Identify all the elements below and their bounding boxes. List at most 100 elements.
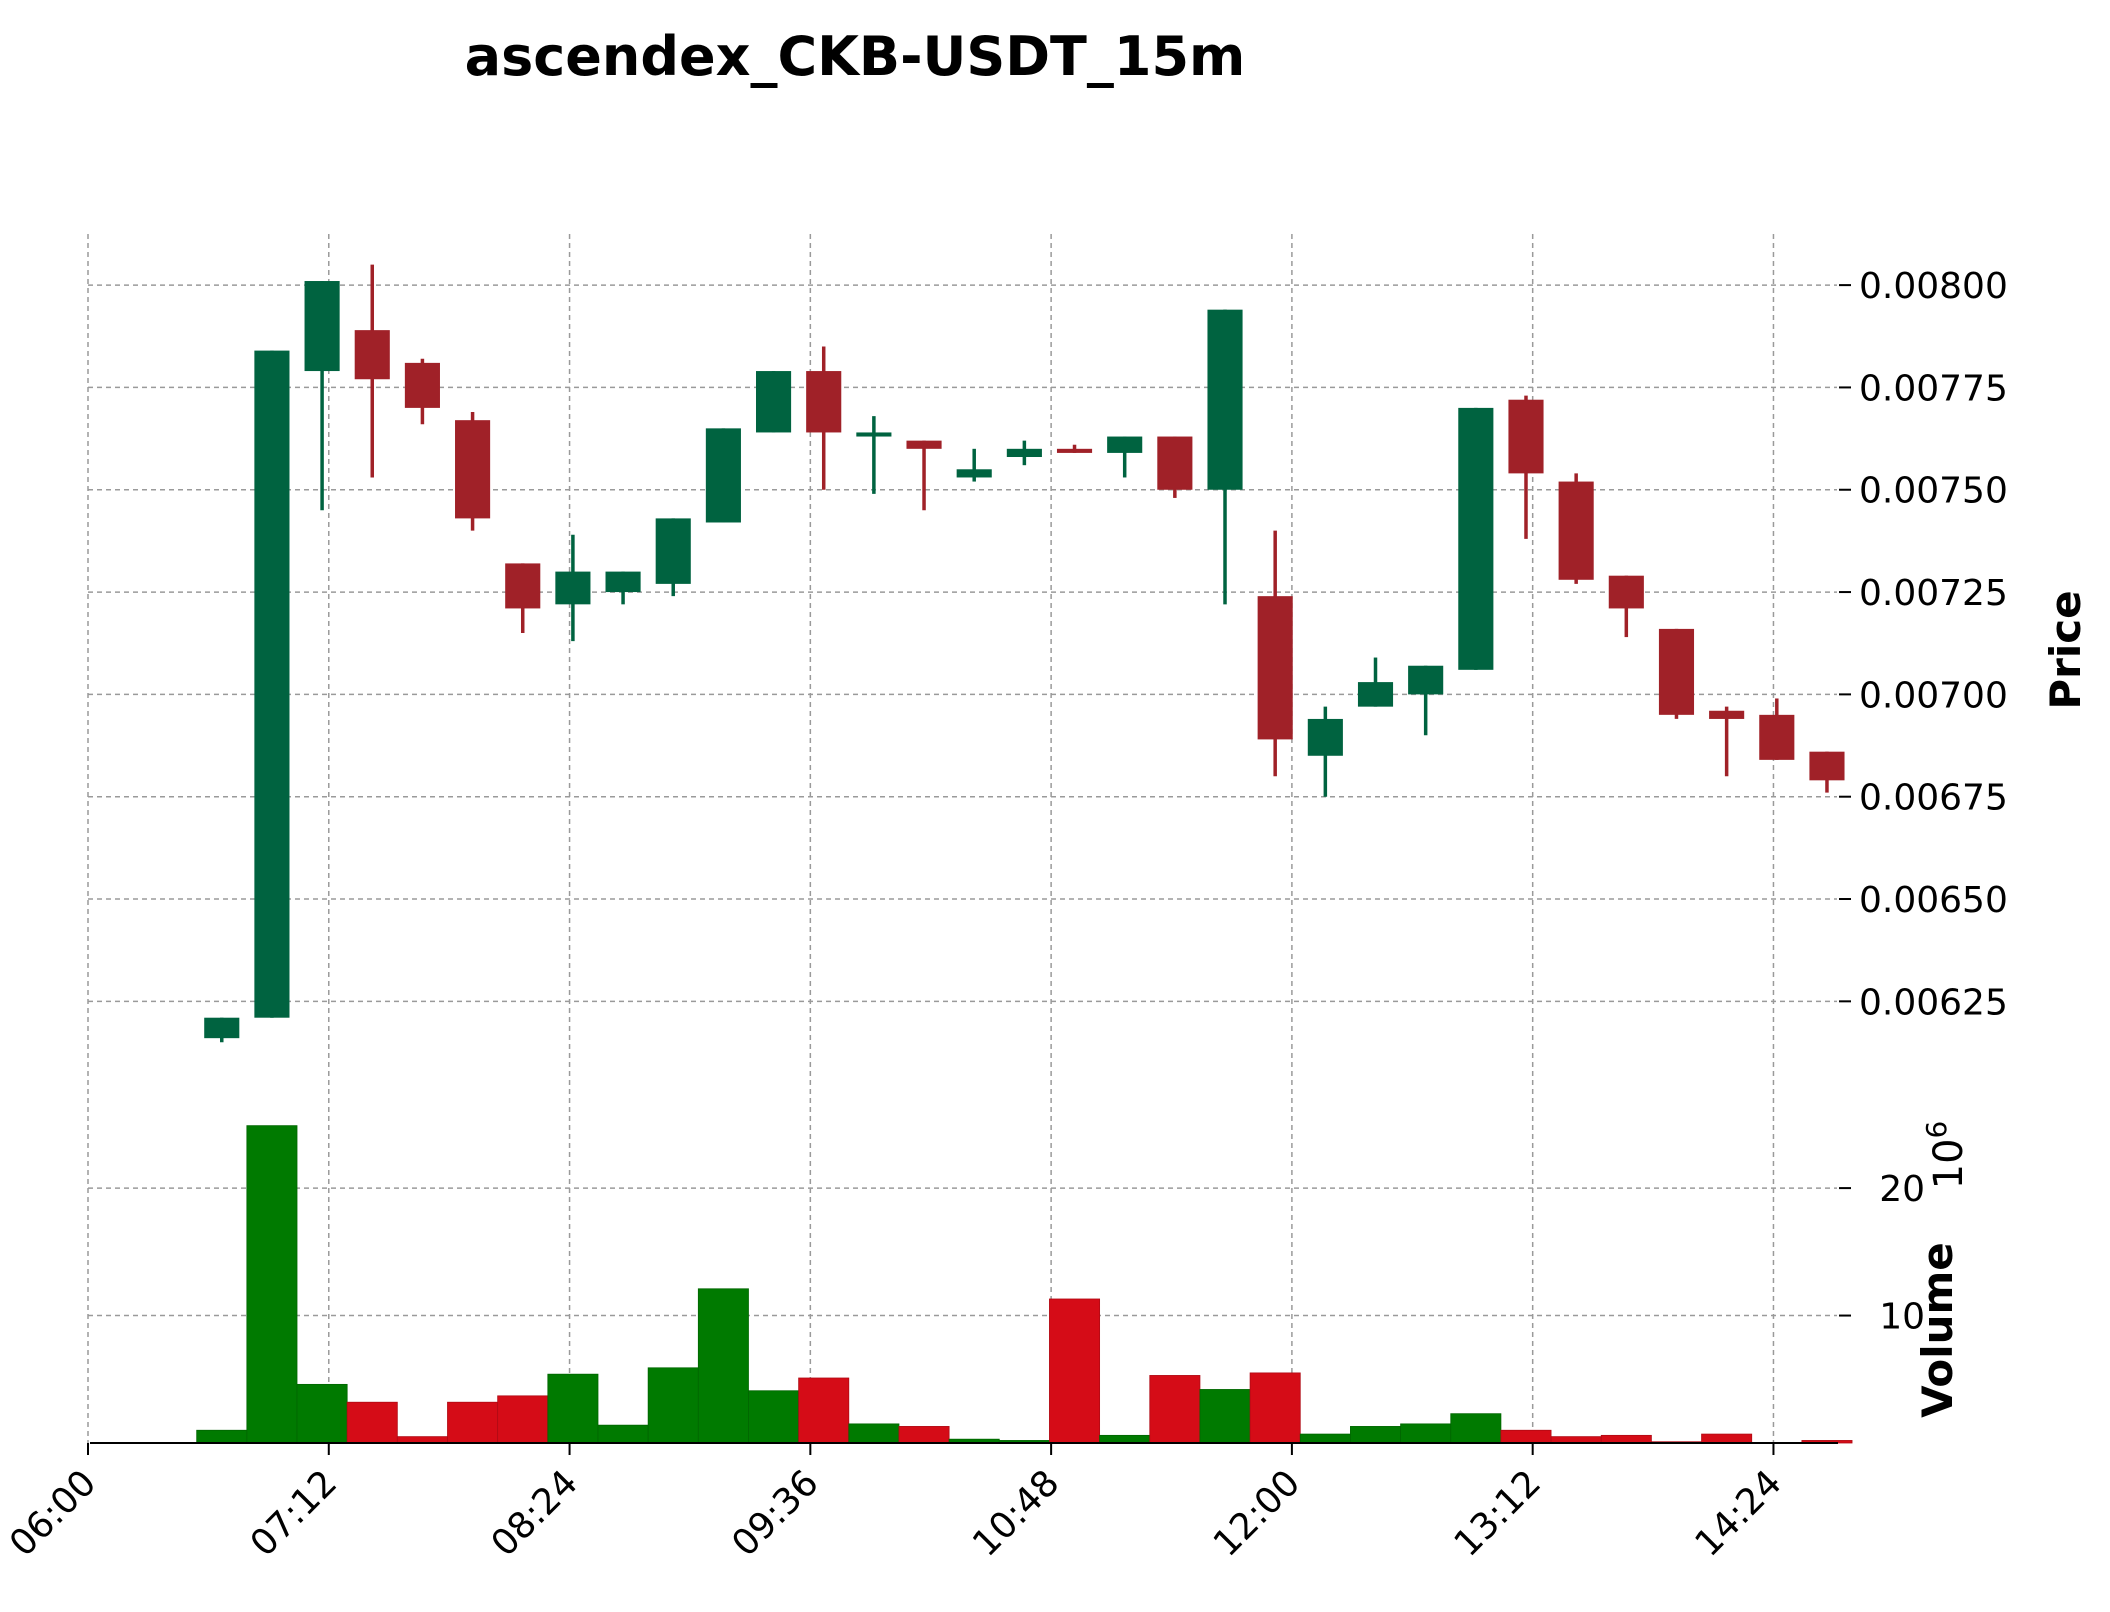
candle <box>1257 530 1293 777</box>
volume-bar <box>748 1390 800 1444</box>
price-tick-label: 0.00725 <box>1859 573 2008 614</box>
price-tick-label: 0.00700 <box>1859 675 2008 716</box>
candle-body <box>1558 481 1594 580</box>
candle-body <box>404 362 440 408</box>
price-tick-label: 0.00750 <box>1859 471 2008 512</box>
candle <box>1759 698 1795 760</box>
candle <box>956 448 992 482</box>
candle <box>455 411 491 531</box>
volume-multiplier-base: 10 <box>1926 1138 1972 1189</box>
volume-multiplier-power: 6 <box>1920 1121 1953 1139</box>
volume-bar <box>1249 1372 1301 1444</box>
candle <box>856 416 892 494</box>
volume-bar <box>296 1383 348 1444</box>
volume-bar <box>447 1401 499 1444</box>
x-tick-label: 07:12 <box>243 1462 345 1564</box>
candle-body <box>956 469 992 478</box>
candle <box>1207 309 1243 605</box>
candle-body <box>1809 751 1845 781</box>
candle <box>1357 657 1394 707</box>
volume-bar <box>1199 1389 1251 1444</box>
candle <box>555 534 591 642</box>
volume-bar <box>1049 1298 1101 1444</box>
chart-title: ascendex_CKB-USDT_15m <box>465 25 1246 88</box>
candle <box>1307 706 1343 797</box>
candle-body <box>655 518 691 584</box>
volume-tick-label: 20 <box>1879 1169 1925 1210</box>
x-tick-label: 12:00 <box>1206 1462 1308 1564</box>
candle <box>505 563 541 633</box>
volume-bar <box>1500 1429 1552 1444</box>
candle-body <box>1508 399 1544 474</box>
candle <box>605 571 641 605</box>
candle-body <box>1658 628 1695 715</box>
candle-body <box>254 350 290 1018</box>
volume-axis-label: Volume <box>1913 1242 1962 1418</box>
candle-body <box>1709 710 1745 719</box>
candle-body <box>1056 448 1093 453</box>
candle <box>655 518 691 597</box>
price-tick-label: 0.00675 <box>1859 778 2008 819</box>
x-tick-label: 13:12 <box>1447 1462 1549 1564</box>
candle-body <box>705 428 741 523</box>
volume-bar <box>547 1373 599 1444</box>
candle-body <box>1458 407 1494 670</box>
volume-bar <box>497 1395 549 1444</box>
candle <box>1458 407 1494 670</box>
volume-bar <box>246 1125 298 1444</box>
candle-body <box>354 330 390 380</box>
candle <box>906 440 942 511</box>
x-tick-label: 10:48 <box>965 1462 1067 1564</box>
volume-bar <box>697 1288 749 1444</box>
volume-bar <box>1400 1423 1452 1444</box>
candle <box>204 1017 240 1043</box>
volume-multiplier: 106 <box>1920 1121 1972 1190</box>
candle-body <box>1608 575 1644 609</box>
volume-bar <box>848 1423 900 1444</box>
candle-body <box>1006 448 1042 458</box>
volume-bar <box>1701 1433 1753 1444</box>
x-tick-label: 06:00 <box>2 1462 104 1564</box>
candle <box>1056 444 1093 453</box>
price-axis-label: Price <box>2041 590 2090 709</box>
candle-body <box>1257 596 1293 740</box>
candle <box>1508 395 1544 539</box>
tick-labels: 06:00 07:12 08:24 09:36 10:48 12:00 13:12 14:24… <box>2 266 2008 1565</box>
volume-bar <box>647 1367 699 1444</box>
candle <box>254 350 290 1018</box>
svg-text:106: 106 <box>1920 1121 1972 1190</box>
candle-body <box>1759 714 1795 760</box>
price-tick-label: 0.00800 <box>1859 266 2008 307</box>
volume-bar <box>1350 1426 1401 1444</box>
candle <box>1558 473 1594 584</box>
volume-bar <box>798 1377 850 1444</box>
candle-body <box>505 563 541 609</box>
x-tick-label: 14:24 <box>1687 1462 1789 1564</box>
candle-body <box>455 420 491 519</box>
candle <box>1006 440 1042 466</box>
candles <box>204 264 1845 1043</box>
candle-body <box>1307 718 1343 756</box>
candle-body <box>1107 436 1143 453</box>
volume-bar <box>346 1401 398 1444</box>
candle <box>1709 706 1745 777</box>
x-tick-label: 08:24 <box>484 1462 586 1564</box>
candle-body <box>906 440 942 449</box>
volume-tick-label: 10 <box>1879 1297 1925 1338</box>
volume-bar <box>1149 1375 1201 1444</box>
price-tick-label: 0.00775 <box>1859 368 2008 409</box>
candle <box>755 371 792 433</box>
candle <box>1107 436 1143 478</box>
volume-bars <box>196 1125 1853 1444</box>
candle-body <box>856 432 892 437</box>
price-tick-label: 0.00625 <box>1859 982 2008 1023</box>
volume-bar <box>1450 1413 1502 1444</box>
volume-bar <box>196 1429 248 1444</box>
candle-body <box>1207 309 1243 490</box>
candle-body <box>1357 682 1394 707</box>
candle-body <box>204 1017 240 1039</box>
volume-bar <box>1299 1433 1351 1444</box>
price-tick-label: 0.00650 <box>1859 880 2008 921</box>
candle <box>806 346 842 490</box>
